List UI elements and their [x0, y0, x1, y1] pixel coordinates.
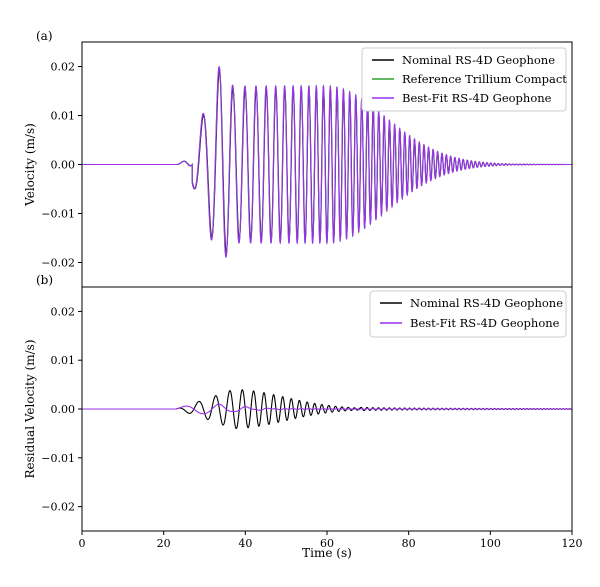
panel-a-legend-reference: Reference Trillium Compact	[402, 72, 567, 86]
panel-a-series-lines	[82, 66, 572, 258]
panel-a-y-tick-label: −0.01	[41, 208, 75, 221]
panel-b-series-lines	[82, 389, 573, 430]
panel-b-x-tick-label: 20	[157, 537, 171, 550]
panel-a-legend-box	[361, 47, 567, 112]
panel-b-x-tick-label: 0	[79, 537, 86, 550]
panel-a-y-tick-label: −0.02	[41, 257, 75, 270]
panel-b-x-tick-label: 60	[320, 537, 334, 550]
panel-b-x-ticks: 0 20 40 60 80 100 120	[79, 531, 583, 550]
panel-b-x-axis-label: Time (s)	[302, 546, 352, 560]
panel-b-y-tick-label: 0.01	[51, 354, 76, 367]
panel-a-y-tick-label: 0.00	[51, 159, 76, 172]
panel-b-x-tick-label: 40	[238, 537, 252, 550]
panel-b-legend-bestfit: Best-Fit RS-4D Geophone	[410, 316, 560, 330]
panel-a-y-tick-label: 0.02	[51, 61, 76, 74]
panel-b-y-ticks: 0.02 0.01 0.00 −0.01 −0.02	[41, 305, 82, 514]
panel-a-label: (a)	[36, 29, 53, 43]
panel-a-y-tick-label: 0.01	[51, 110, 76, 123]
panel-a-series-line-bestfit	[82, 66, 572, 258]
panel-b-y-tick-label: 0.02	[51, 305, 76, 318]
panel-b-label: (b)	[36, 273, 53, 287]
panel-b-y-tick-label: −0.01	[41, 452, 75, 465]
panel-a-legend: Nominal RS-4D Geophone Reference Trilliu…	[361, 47, 567, 112]
panel-a-y-axis-label: Velocity (m/s)	[23, 123, 37, 207]
panel-b-x-tick-label: 120	[562, 537, 583, 550]
panel-b-y-tick-label: −0.02	[41, 501, 75, 514]
panel-a-legend-nominal: Nominal RS-4D Geophone	[402, 53, 555, 67]
panel-b-x-tick-label: 100	[480, 537, 501, 550]
panel-b-legend: Nominal RS-4D Geophone Best-Fit RS-4D Ge…	[369, 290, 567, 338]
panel-a-legend-bestfit: Best-Fit RS-4D Geophone	[402, 91, 552, 105]
panel-b-x-tick-label: 80	[402, 537, 416, 550]
panel-b-legend-nominal: Nominal RS-4D Geophone	[410, 296, 563, 310]
panel-b: (b) 0.02 0.01 0.00 −0.01 −0.02 0 20 40 60 80 100 1…	[23, 273, 583, 560]
panel-b-series-line-bestfit	[82, 403, 573, 415]
panel-b-y-tick-label: 0.00	[51, 403, 76, 416]
panel-b-legend-box	[369, 290, 567, 338]
panel-b-y-axis-label: Residual Velocity (m/s)	[23, 340, 37, 479]
panel-a: (a) 0.02 0.01 0.00 −0.01 −0.02 Velocity (m/s…	[23, 29, 573, 288]
panel-a-y-ticks: 0.02 0.01 0.00 −0.01 −0.02	[41, 61, 82, 270]
